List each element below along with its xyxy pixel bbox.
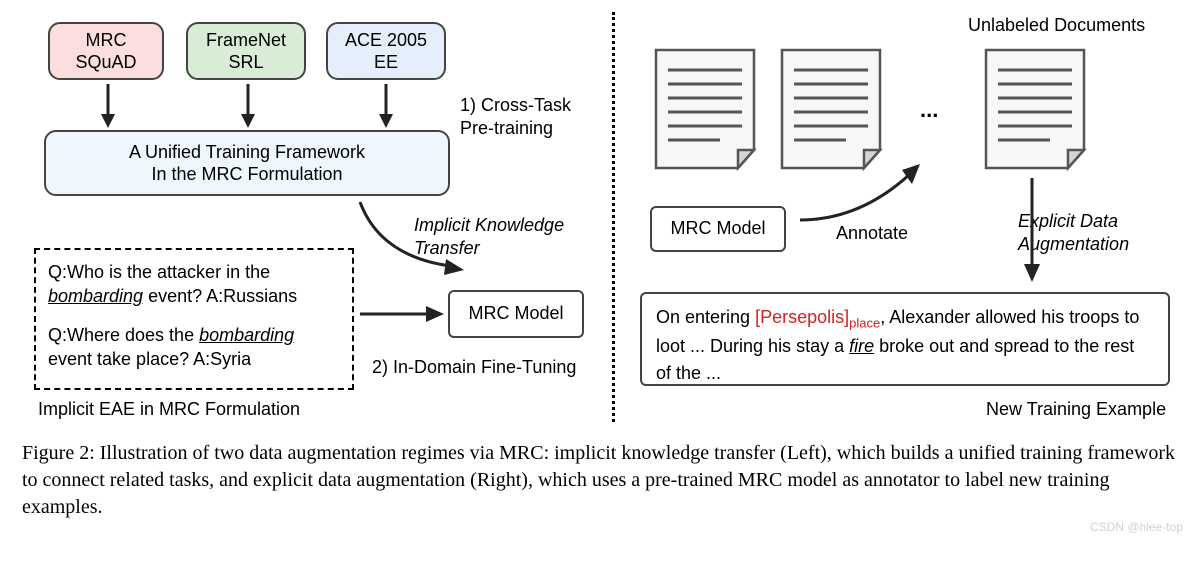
top-box-2: ACE 2005EE xyxy=(326,22,446,80)
doc-icon-2 xyxy=(776,46,886,174)
arrow-box-to-framework-1 xyxy=(96,82,120,130)
example-box: On entering [Persepolis]place, Alexander… xyxy=(640,292,1170,386)
arrow-docs-to-example xyxy=(1020,176,1044,286)
label-implicit-eae: Implicit EAE in MRC Formulation xyxy=(38,398,300,421)
doc-icon-3 xyxy=(980,46,1090,174)
unified-line1: A Unified Training Framework xyxy=(129,142,365,162)
mrc-model-left-label: MRC Model xyxy=(468,302,563,325)
figure-caption: Figure 2: Illustration of two data augme… xyxy=(22,440,1182,521)
arrow-box-to-framework-3 xyxy=(374,82,398,130)
unified-framework-box: A Unified Training Framework In the MRC … xyxy=(44,130,450,196)
unified-line2: In the MRC Formulation xyxy=(151,164,342,184)
label-crosstask: 1) Cross-Task Pre-training xyxy=(460,94,571,139)
doc-ellipsis: ... xyxy=(920,96,938,124)
label-annotate: Annotate xyxy=(836,222,908,245)
vertical-divider xyxy=(612,12,615,422)
label-indomain: 2) In-Domain Fine-Tuning xyxy=(372,356,576,379)
crosstask-line2: Pre-training xyxy=(460,118,553,138)
qa-line1: Q:Who is the attacker in the bombarding … xyxy=(48,260,340,309)
label-unlabeled: Unlabeled Documents xyxy=(968,14,1145,37)
implicit-line1: Implicit Knowledge xyxy=(414,215,564,235)
doc-icon-1 xyxy=(650,46,760,174)
mrc-model-box-left: MRC Model xyxy=(448,290,584,338)
label-implicit-transfer: Implicit Knowledge Transfer xyxy=(414,214,564,259)
mrc-model-box-right: MRC Model xyxy=(650,206,786,252)
watermark: CSDN @hlee-top xyxy=(1090,520,1183,534)
qa-line2: Q:Where does the bombarding event take p… xyxy=(48,323,340,372)
mrc-model-right-label: MRC Model xyxy=(670,217,765,240)
top-box-1: FrameNetSRL xyxy=(186,22,306,80)
qa-box: Q:Who is the attacker in the bombarding … xyxy=(34,248,354,390)
crosstask-line1: 1) Cross-Task xyxy=(460,95,571,115)
implicit-line2: Transfer xyxy=(414,238,480,258)
top-box-0: MRCSQuAD xyxy=(48,22,164,80)
arrow-box-to-framework-2 xyxy=(236,82,260,130)
label-new-training: New Training Example xyxy=(986,398,1166,421)
arrow-qa-to-mrc xyxy=(358,302,448,326)
example-text: On entering [Persepolis]place, Alexander… xyxy=(656,304,1154,386)
